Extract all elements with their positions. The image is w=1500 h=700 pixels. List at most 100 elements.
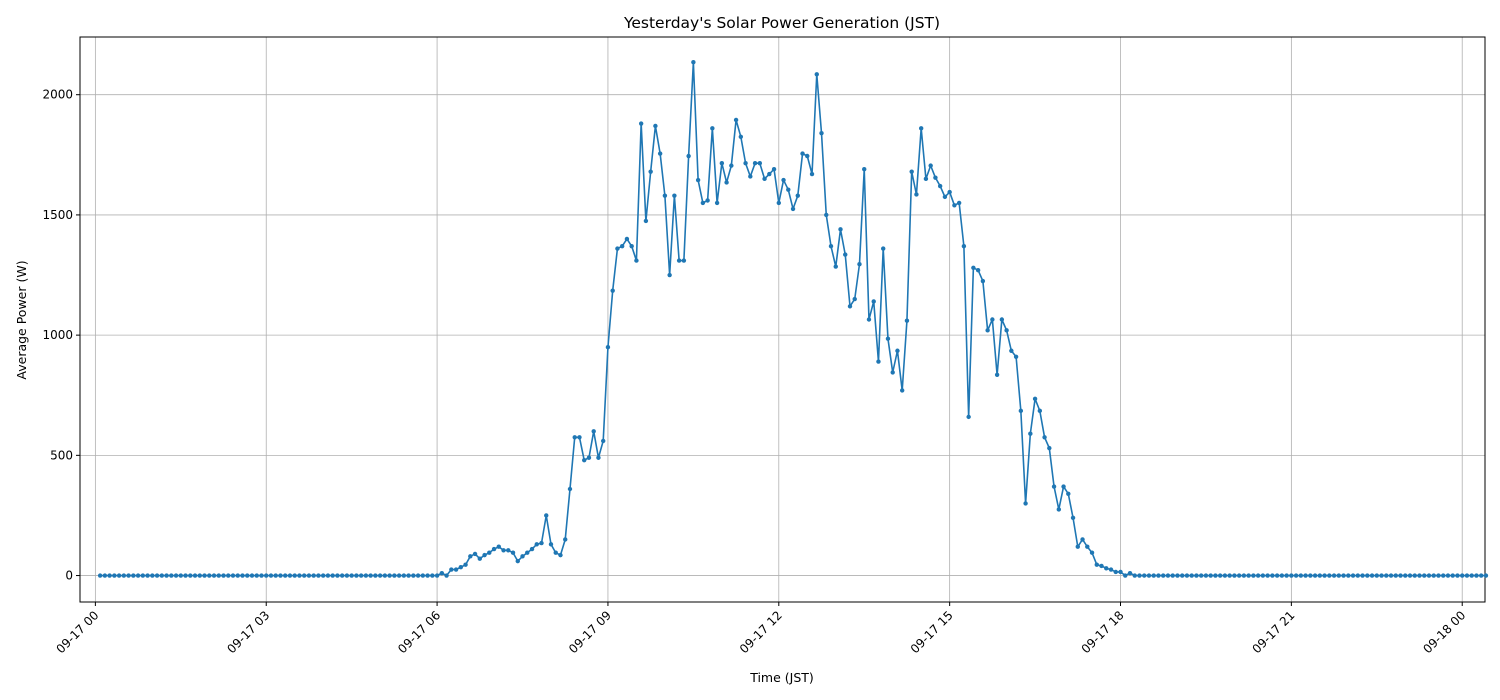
- data-point: [1412, 573, 1417, 578]
- data-point: [259, 573, 264, 578]
- data-point: [150, 573, 155, 578]
- axis-ticks: 09-17 00 09-17 03 09-17 06 09-17 09 09-17 12…: [42, 88, 1468, 657]
- data-point: [700, 200, 706, 206]
- data-point: [1023, 501, 1028, 506]
- data-point: [866, 317, 872, 322]
- data-point: [743, 161, 748, 166]
- data-point: [577, 435, 582, 440]
- data-point: [947, 189, 952, 195]
- data-point: [653, 123, 658, 129]
- data-point: [439, 570, 445, 576]
- data-point: [302, 573, 307, 578]
- data-point: [1170, 573, 1175, 578]
- data-point: [1293, 573, 1299, 578]
- data-point: [1322, 573, 1327, 578]
- data-point: [169, 573, 174, 578]
- data-point: [752, 161, 758, 166]
- data-point: [762, 176, 767, 182]
- data-point: [173, 573, 179, 578]
- data-point: [1360, 573, 1365, 578]
- data-point: [1013, 354, 1019, 359]
- data-point: [871, 299, 876, 304]
- data-point: [862, 167, 867, 172]
- data-point: [1398, 573, 1403, 578]
- data-point: [1061, 484, 1066, 489]
- data-point: [311, 573, 316, 578]
- data-point: [472, 551, 478, 557]
- data-point: [771, 167, 777, 172]
- data-point: [719, 161, 725, 166]
- data-point: [629, 243, 634, 249]
- data-point: [202, 573, 207, 578]
- data-point: [1142, 573, 1147, 578]
- data-point: [363, 573, 369, 578]
- data-point: [838, 227, 843, 232]
- data-point: [828, 243, 834, 249]
- x-tick-label: 09-17 21: [1249, 608, 1297, 656]
- data-point: [1431, 573, 1436, 578]
- data-point: [164, 573, 169, 578]
- data-point: [482, 552, 487, 558]
- data-point: [382, 573, 388, 578]
- data-point: [430, 573, 435, 578]
- data-point: [534, 542, 539, 547]
- data-point: [805, 153, 810, 159]
- data-point: [918, 126, 924, 131]
- data-point: [610, 288, 615, 293]
- data-point: [116, 573, 122, 578]
- data-point: [539, 540, 544, 546]
- data-point: [491, 546, 497, 552]
- data-point: [933, 175, 938, 180]
- data-point: [1445, 573, 1451, 578]
- data-point: [1080, 537, 1085, 542]
- data-point: [1217, 573, 1223, 578]
- data-point: [145, 573, 150, 578]
- data-point: [1384, 573, 1389, 578]
- data-point: [857, 262, 862, 267]
- data-point: [971, 265, 976, 271]
- data-point: [881, 246, 886, 251]
- data-point: [1032, 396, 1038, 402]
- data-point: [1436, 573, 1441, 578]
- x-tick-label: 09-17 18: [1079, 608, 1127, 656]
- data-point: [131, 573, 136, 578]
- data-point: [1474, 573, 1479, 578]
- data-point: [619, 243, 625, 249]
- data-point: [1227, 573, 1232, 578]
- data-point: [1018, 408, 1024, 414]
- data-point: [192, 573, 198, 578]
- data-point: [1426, 573, 1432, 578]
- data-point: [1070, 515, 1076, 521]
- data-point: [1284, 573, 1289, 578]
- data-point: [548, 542, 554, 547]
- data-point: [1274, 573, 1280, 578]
- x-tick-label: 09-17 03: [224, 608, 272, 656]
- data-point: [686, 153, 691, 159]
- chart-title: Yesterday's Solar Power Generation (JST): [623, 14, 940, 32]
- data-point: [506, 548, 511, 553]
- data-point: [1004, 328, 1009, 333]
- data-point: [1341, 573, 1346, 578]
- data-point: [695, 177, 701, 183]
- data-point: [776, 200, 781, 206]
- data-point: [453, 567, 459, 572]
- data-point: [273, 573, 278, 578]
- data-point: [738, 134, 744, 139]
- data-point: [605, 344, 611, 350]
- data-point: [672, 193, 677, 198]
- data-point: [966, 414, 971, 420]
- data-point: [904, 318, 910, 323]
- data-point: [377, 573, 383, 578]
- data-point: [1270, 573, 1275, 578]
- data-point: [1455, 573, 1460, 578]
- data-point: [325, 573, 331, 578]
- data-point: [638, 121, 644, 126]
- data-point: [216, 573, 221, 578]
- data-point: [1312, 573, 1318, 578]
- data-point: [681, 258, 687, 263]
- data-point: [767, 171, 772, 177]
- data-point: [643, 218, 649, 224]
- data-point: [1222, 573, 1228, 578]
- x-tick-label: 09-17 15: [908, 608, 956, 656]
